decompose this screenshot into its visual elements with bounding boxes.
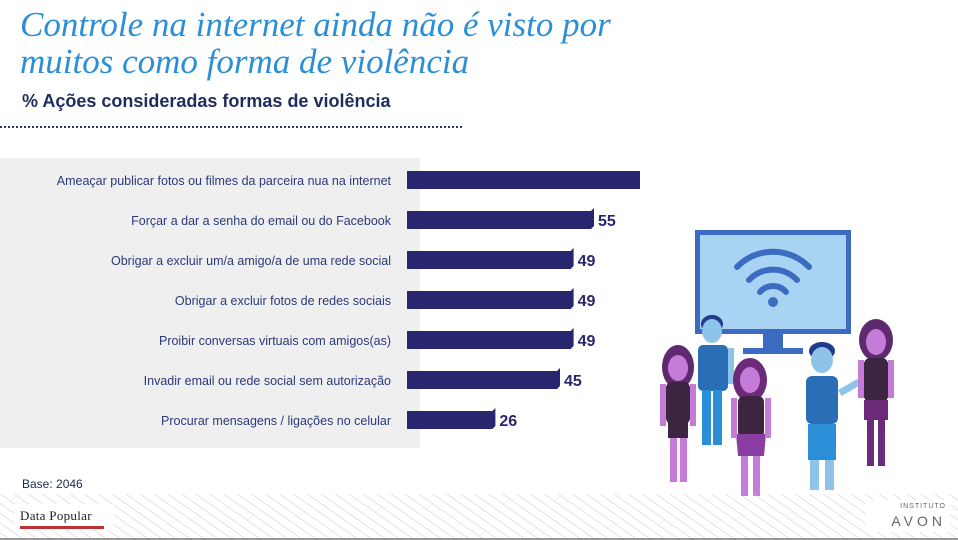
value-label: 49 [578, 253, 596, 270]
person-man-1 [698, 315, 734, 445]
category-label: Procurar mensagens / ligações no celular [161, 414, 391, 428]
instituto-avon-logo: INSTITUTO AVON [870, 503, 946, 533]
avon-label: AVON [891, 513, 946, 529]
value-label: 55 [598, 213, 616, 230]
category-label: Proibir conversas virtuais com amigos(as… [159, 334, 391, 348]
chart-title: Controle na internet ainda não é visto p… [20, 5, 611, 81]
category-label: Forçar a dar a senha do email ou do Face… [131, 214, 392, 228]
labels-panel [0, 158, 420, 448]
category-label: Obrigar a excluir um/a amigo/a de uma re… [111, 254, 391, 268]
base-note: Base: 2046 [22, 477, 83, 491]
category-label: Invadir email ou rede social sem autoriz… [144, 374, 391, 388]
people-with-monitor-illustration [660, 230, 894, 496]
person-woman-2 [731, 358, 771, 496]
bar-chart: Ameaçar publicar fotos ou filmes da parc… [57, 171, 640, 430]
bar [407, 368, 560, 389]
data-popular-logo-stripe [20, 526, 104, 529]
bar [407, 408, 496, 429]
bar [407, 171, 640, 189]
bar [407, 288, 574, 309]
value-label: 49 [578, 293, 596, 310]
wifi-icon [734, 248, 812, 295]
chart-subtitle: % Ações consideradas formas de violência [22, 91, 391, 111]
bar [407, 208, 594, 229]
value-label: 49 [578, 333, 596, 350]
category-label: Obrigar a excluir fotos de redes sociais [175, 294, 391, 308]
dotted-divider [0, 126, 462, 128]
person-woman-3 [858, 319, 894, 466]
instituto-label: INSTITUTO [900, 503, 946, 510]
data-popular-logo: Data Popular [20, 508, 92, 527]
bar [407, 328, 574, 349]
value-label: 26 [499, 413, 517, 430]
bar [407, 248, 574, 269]
person-woman-1 [660, 345, 696, 482]
footer-hatch [0, 494, 958, 540]
value-label: 45 [564, 373, 582, 390]
category-label: Ameaçar publicar fotos ou filmes da parc… [57, 174, 392, 188]
person-man-2 [806, 342, 861, 490]
